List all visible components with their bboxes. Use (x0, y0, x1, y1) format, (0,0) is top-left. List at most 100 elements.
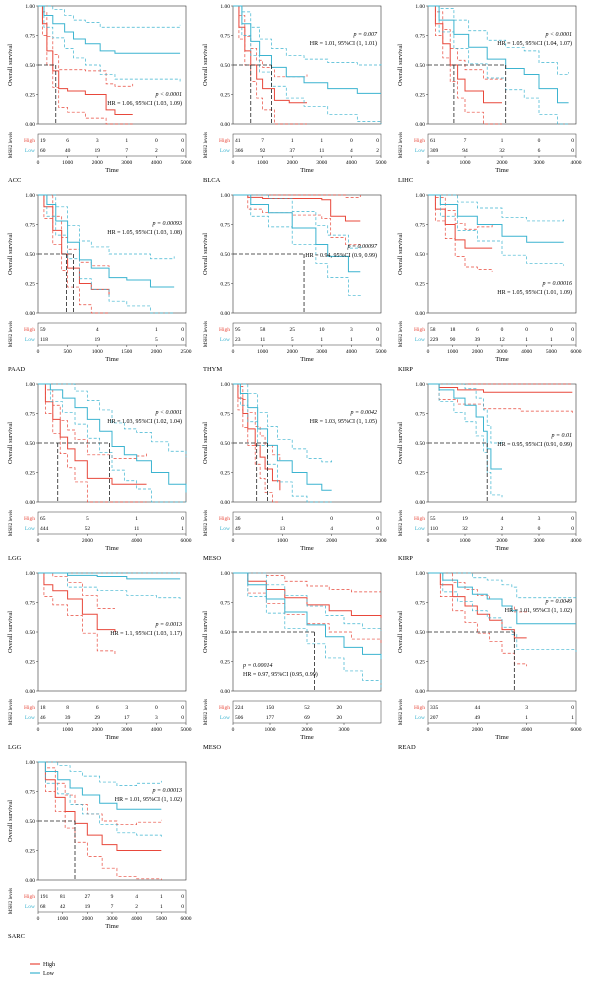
x-tick-label: 0 (427, 727, 430, 733)
risk-count-low: 118 (40, 337, 48, 343)
risk-axis-label: MSH2 levels (399, 699, 404, 725)
risk-count-low: 49 (475, 715, 481, 721)
x-tick-label: 1000 (447, 349, 458, 355)
p-value: p < 0.0001 (154, 92, 182, 98)
x-tick-label: 0 (37, 916, 40, 922)
risk-count-low: 2 (376, 148, 379, 154)
risk-count-high: 0 (571, 705, 574, 711)
p-value: p = 0.007 (352, 32, 378, 38)
risk-table-frame (232, 322, 382, 346)
x-tick-label: 2000 (302, 727, 313, 733)
risk-count-high: 61 (430, 138, 436, 144)
cancer-type-label: KIRP (398, 555, 413, 562)
cancer-type-label: LGG (8, 555, 22, 562)
risk-count-low: 11 (319, 148, 325, 154)
ci-upper-high (38, 761, 162, 825)
survival-curve-low (38, 383, 187, 493)
x-tick-label: 3000 (121, 160, 132, 166)
km-panel-read-11: Overall survival 0.00 0.25 0.50 0.75 1.00 p = … (397, 571, 582, 751)
ci-upper-low (233, 5, 382, 66)
x-tick-label: 4000 (151, 727, 162, 733)
y-tick-label: 1.00 (415, 4, 425, 10)
x-tick-label: 1000 (277, 538, 288, 544)
hazard-ratio: HR = 0.95, 95%CI (0.91, 0.99) (497, 441, 572, 448)
y-tick-label: 0.50 (25, 252, 35, 258)
y-tick-label: 0.50 (25, 630, 35, 636)
risk-count-high: 1 (135, 516, 138, 522)
risk-count-high: 0 (181, 327, 184, 333)
risk-count-low: 20 (337, 715, 343, 721)
km-panel-kirp-5: Overall survival 0.00 0.25 0.50 0.75 1.00 p = … (397, 193, 582, 373)
y-axis-label: Overall survival (202, 422, 209, 464)
x-tick-label: 4000 (346, 349, 357, 355)
x-tick-label: 5000 (181, 727, 192, 733)
y-tick-label: 0.00 (25, 689, 35, 695)
risk-count-low: 39 (65, 715, 71, 721)
ci-upper-high (233, 5, 308, 78)
ci-upper-high (38, 572, 115, 609)
y-tick-label: 0.00 (220, 122, 230, 128)
risk-count-low: 94 (462, 148, 468, 154)
x-tick-label: 5000 (376, 349, 387, 355)
ci-upper-low (428, 572, 577, 599)
risk-label-low: Low (25, 715, 35, 721)
x-tick-label: 1000 (460, 160, 471, 166)
risk-label-low: Low (25, 526, 35, 532)
risk-count-low: 506 (235, 715, 244, 721)
hazard-ratio: HR = 1.01, 95%CI (1, 1.02) (505, 607, 572, 614)
cancer-type-label: LGG (8, 744, 22, 751)
cancer-type-label: MESO (203, 744, 221, 751)
x-tick-label: 2000 (497, 538, 508, 544)
km-panel-sarc-12: Overall survival 0.00 0.25 0.50 0.75 1.00 p = … (7, 760, 192, 940)
x-tick-label: 2000 (82, 916, 93, 922)
risk-axis-label: MSH2 levels (399, 321, 404, 347)
risk-count-high: 65 (40, 516, 46, 522)
risk-count-high: 1 (155, 327, 158, 333)
survival-curve-high (38, 761, 162, 851)
x-tick-label: 3000 (316, 160, 327, 166)
risk-count-high: 0 (181, 894, 184, 900)
x-tick-label: 0 (232, 538, 235, 544)
hazard-ratio: HR = 1.06, 95%CI (1.03, 1.09) (107, 100, 182, 107)
x-tick-label: 5000 (546, 349, 557, 355)
survival-curve-low (428, 5, 569, 104)
x-tick-label: 3000 (497, 349, 508, 355)
risk-count-high: 0 (181, 516, 184, 522)
y-axis-label: Overall survival (202, 44, 209, 86)
x-tick-label: 4000 (151, 160, 162, 166)
risk-count-high: 0 (155, 705, 158, 711)
y-tick-label: 1.00 (415, 571, 425, 577)
x-tick-label: 2000 (82, 538, 93, 544)
ci-upper-high (233, 383, 281, 462)
y-axis-label: Overall survival (7, 611, 14, 653)
cancer-type-label: ACC (8, 177, 21, 184)
x-tick-label: 0 (427, 538, 430, 544)
risk-count-low: 19 (94, 148, 100, 154)
ci-upper-low (38, 5, 181, 28)
risk-count-high: 36 (235, 516, 241, 522)
p-value: p < 0.0001 (154, 410, 182, 416)
ci-lower-high (38, 572, 116, 656)
risk-count-low: 2 (135, 904, 138, 910)
risk-count-low: 229 (430, 337, 439, 343)
risk-count-high: 0 (571, 138, 574, 144)
risk-axis-label: MSH2 levels (9, 699, 14, 725)
survival-curve-high (38, 5, 133, 116)
risk-count-low: 12 (499, 337, 505, 343)
cancer-type-label: THYM (203, 366, 222, 373)
survival-curve-high (428, 383, 573, 393)
risk-label-high: High (24, 516, 35, 522)
x-tick-label: 4000 (571, 538, 582, 544)
y-tick-label: 0.25 (220, 282, 230, 288)
km-panel-thym-4: Overall survival 0.00 0.25 0.50 0.75 1.00 p = … (202, 193, 387, 373)
survival-curve-low (428, 572, 576, 625)
risk-label-high: High (414, 327, 425, 333)
y-axis-label: Overall survival (7, 44, 14, 86)
risk-count-low: 0 (571, 337, 574, 343)
risk-count-high: 41 (235, 138, 241, 144)
risk-label-low: Low (220, 715, 230, 721)
x-tick-label: 1000 (57, 916, 68, 922)
ci-lower-high (428, 5, 502, 125)
km-panel-acc-0: Overall survival 0.00 0.25 0.50 0.75 1.00 p < … (7, 4, 192, 184)
x-tick-label: 0 (37, 160, 40, 166)
